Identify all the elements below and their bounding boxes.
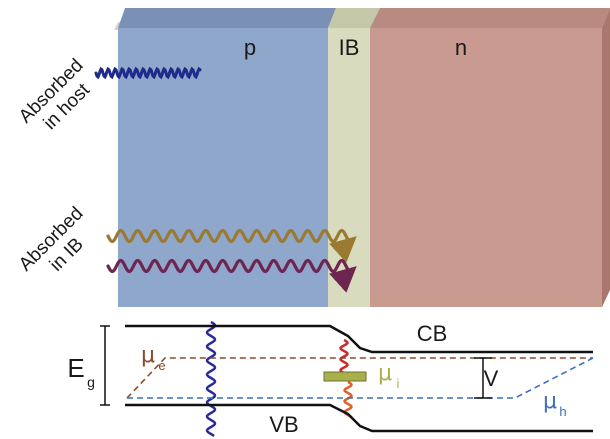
- conduction-band-edge: [125, 324, 593, 354]
- n-region-side: [602, 8, 610, 307]
- voltage-label: V: [484, 366, 499, 391]
- mu-i-label: μ i: [378, 361, 400, 391]
- mu-e-label: μ e: [141, 343, 166, 373]
- ib-region: [328, 28, 370, 307]
- svg-text:E: E: [67, 353, 84, 383]
- svg-text:μ: μ: [378, 361, 392, 386]
- band-diagram: [100, 324, 594, 433]
- eg-label: E g: [67, 353, 95, 390]
- svg-text:h: h: [559, 404, 566, 419]
- bandgap-photon-wave: [205, 320, 217, 438]
- ib-photon-wave-purple: [106, 258, 357, 293]
- device-slab: [114, 8, 610, 307]
- valence-band-edge: [125, 403, 593, 433]
- p-region-top: [118, 8, 336, 28]
- p-region-label: p: [244, 35, 256, 60]
- cb-label: CB: [417, 321, 448, 346]
- n-region-top: [370, 8, 610, 28]
- n-region-label: n: [455, 35, 467, 60]
- mu-i-level-box: [323, 371, 367, 382]
- n-region: [370, 28, 602, 307]
- ib-region-top: [328, 8, 380, 28]
- svg-text:e: e: [158, 358, 165, 373]
- host-photon-wave: [94, 66, 202, 80]
- svg-text:i: i: [397, 376, 400, 391]
- svg-text:μ: μ: [543, 389, 557, 414]
- absorbed-in-host-label: Absorbed in host: [15, 55, 94, 134]
- electron-quasi-fermi-level: [126, 357, 593, 399]
- svg-text:g: g: [87, 374, 95, 390]
- mu-h-label: μ h: [543, 389, 567, 419]
- ib-region-label: IB: [339, 35, 360, 60]
- svg-text:μ: μ: [141, 343, 155, 368]
- photon-waves: [94, 66, 357, 438]
- absorbed-in-ib-label: Absorbed in IB: [15, 203, 88, 276]
- vb-label: VB: [269, 412, 298, 437]
- ib-photon-wave-gold: [106, 228, 357, 263]
